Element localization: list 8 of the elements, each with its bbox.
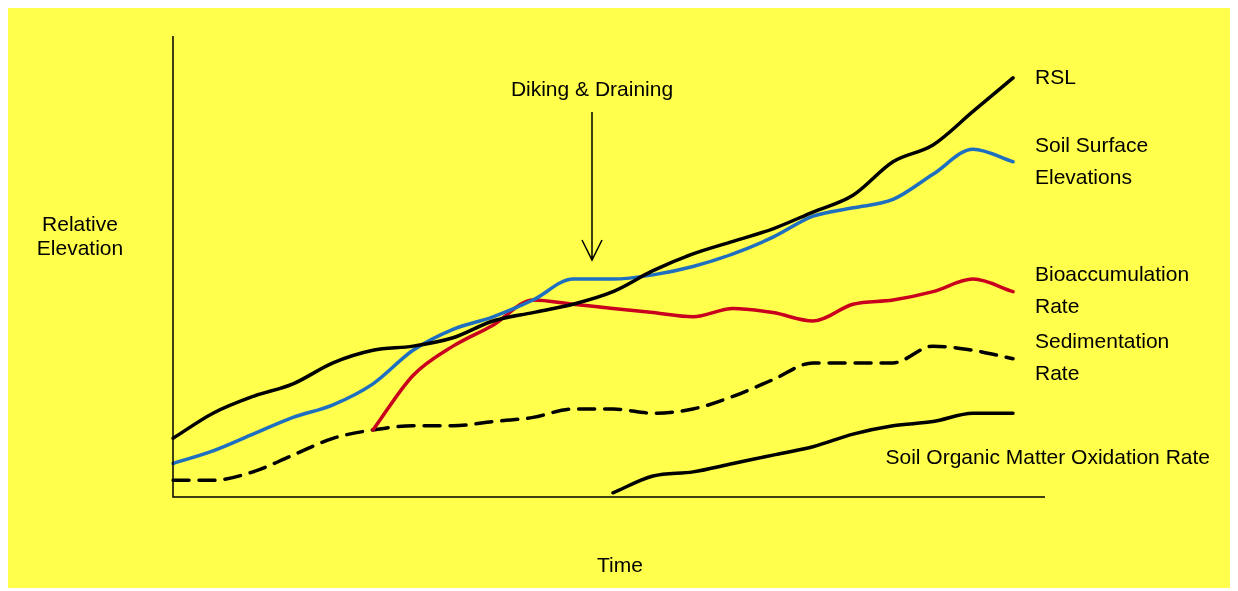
series-label: Soil Organic Matter Oxidation Rate [885, 444, 1210, 468]
series-label: RSL [1035, 64, 1076, 88]
x-axis-title: Time [596, 553, 644, 577]
series-label: Sedimentation Rate [1035, 329, 1170, 385]
series-label: Bioaccumulation Rate [1035, 262, 1190, 318]
series-label: Soil Surface Elevations [1035, 132, 1149, 188]
annotation: Diking & Draining [510, 76, 674, 100]
y-axis-title: Relative Elevation [35, 212, 125, 260]
